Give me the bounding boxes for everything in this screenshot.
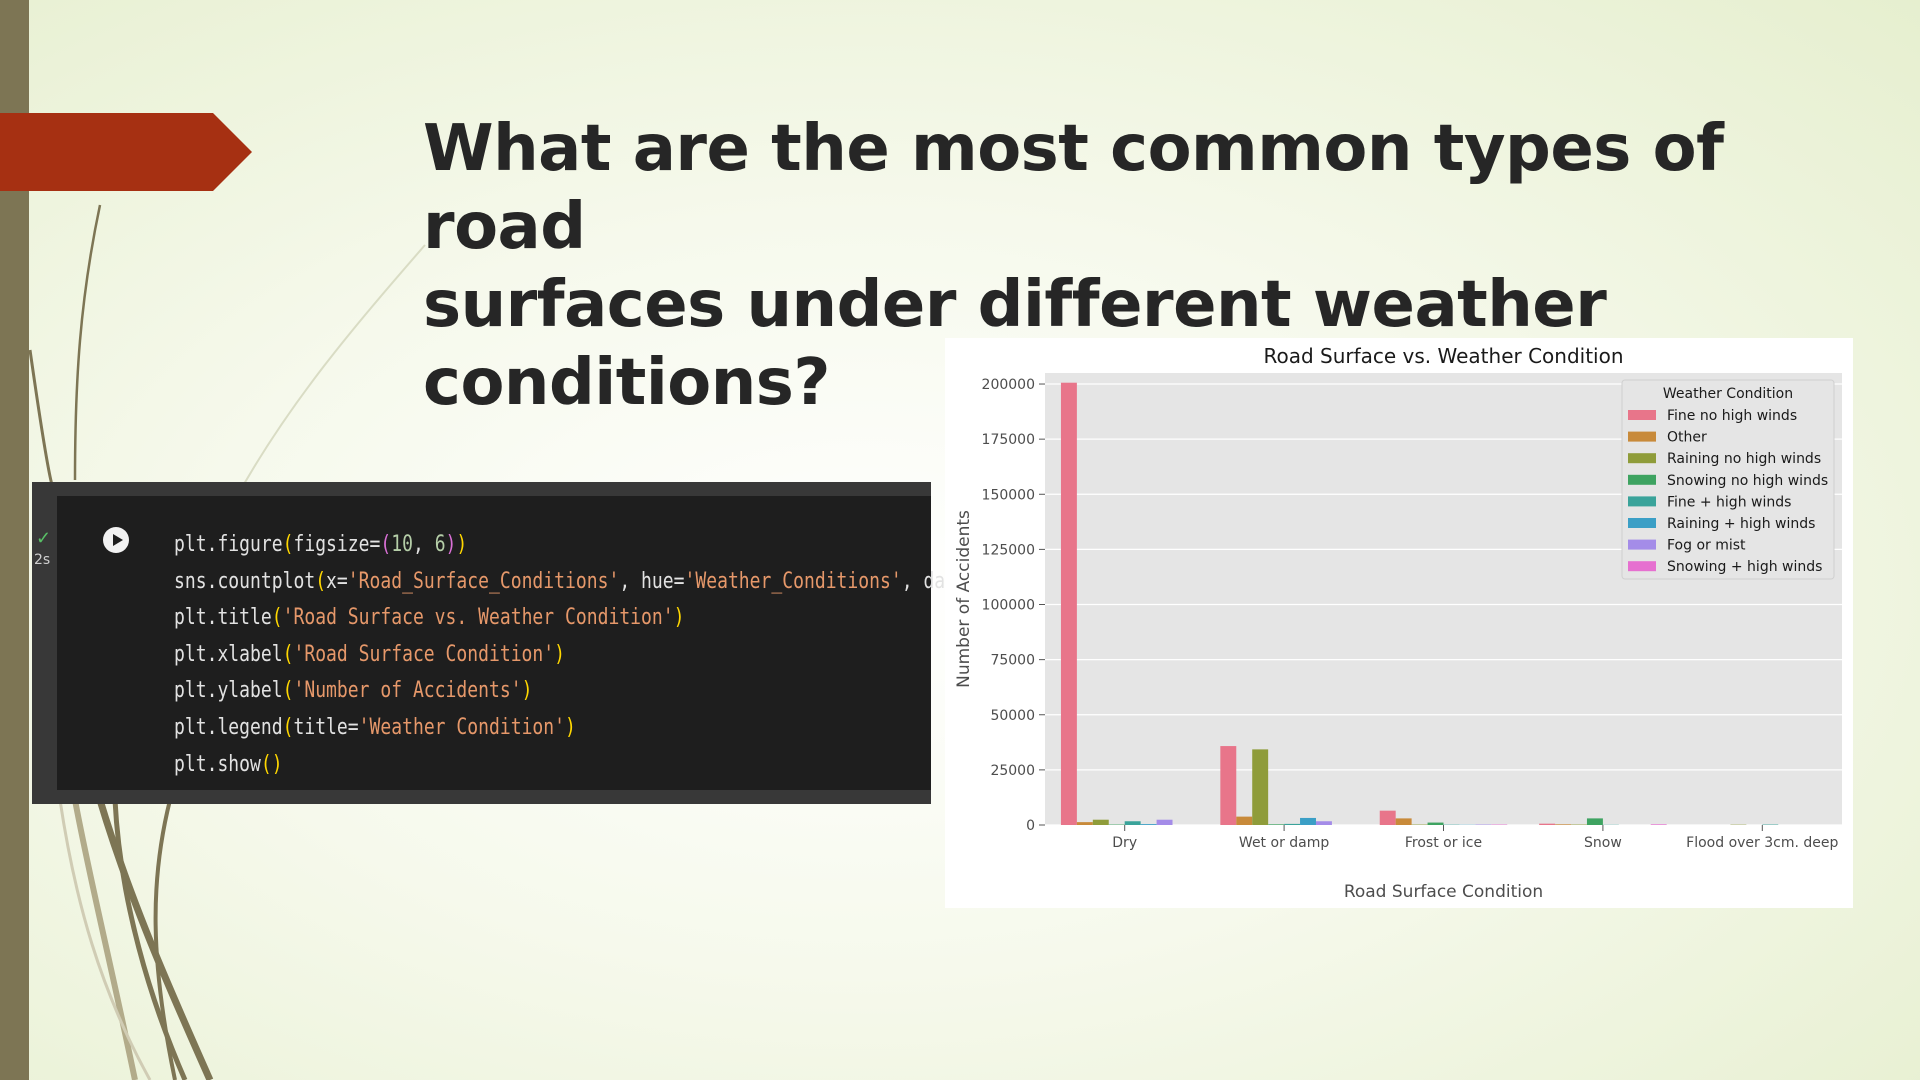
legend-swatch xyxy=(1628,496,1656,507)
legend-entry: Raining + high winds xyxy=(1667,516,1815,532)
legend-swatch xyxy=(1628,431,1656,442)
bar xyxy=(1060,382,1077,825)
bar xyxy=(1140,824,1157,825)
legend-entry: Other xyxy=(1667,430,1707,446)
slide-title: What are the most common types of road s… xyxy=(423,110,1863,422)
legend-title: Weather Condition xyxy=(1663,386,1793,402)
y-axis-label: Number of Accidents xyxy=(954,510,974,688)
legend-swatch xyxy=(1628,474,1656,485)
code-editor[interactable]: plt.figure(figsize=(10, 6)) sns.countplot… xyxy=(57,496,1010,790)
bar xyxy=(1076,822,1093,825)
y-tick-label: 100000 xyxy=(982,598,1035,614)
code-line: plt.show() xyxy=(174,751,283,777)
legend-swatch xyxy=(1628,410,1656,420)
code-line: plt.title('Road Surface vs. Weather Cond… xyxy=(174,605,685,631)
x-tick-label: Flood over 3cm. deep xyxy=(1686,835,1838,851)
bar xyxy=(1395,818,1412,825)
y-tick-label: 0 xyxy=(1026,818,1035,834)
y-tick-label: 50000 xyxy=(990,708,1035,724)
legend-entry: Snowing + high winds xyxy=(1667,559,1822,575)
countplot-chart: 0 25000 50000 75000 100000 125000 150000 175000… xyxy=(954,344,1842,902)
x-tick-label: Dry xyxy=(1112,835,1137,851)
y-tick-label: 75000 xyxy=(990,653,1035,669)
bar xyxy=(1092,819,1109,825)
legend-swatch xyxy=(1628,539,1656,550)
chart-title: Road Surface vs. Weather Condition xyxy=(1263,344,1623,368)
bar xyxy=(1236,816,1253,825)
x-tick-label: Snow xyxy=(1584,835,1622,851)
bar xyxy=(1379,810,1396,825)
bar xyxy=(1268,824,1285,825)
y-tick-label: 150000 xyxy=(982,487,1035,503)
x-axis-label: Road Surface Condition xyxy=(1344,882,1543,902)
bar xyxy=(1650,824,1667,825)
y-tick-label: 25000 xyxy=(990,763,1035,779)
chart-card: 0 25000 50000 75000 100000 125000 150000 175000… xyxy=(945,338,1853,908)
legend-entry: Fog or mist xyxy=(1667,538,1746,554)
execution-time: 2s xyxy=(34,552,51,568)
code-line: plt.legend(title='Weather Condition') xyxy=(174,714,576,740)
bar xyxy=(1586,818,1603,825)
legend-entry: Fine no high winds xyxy=(1667,408,1797,424)
bar xyxy=(1220,746,1237,825)
code-line: plt.figure(figsize=(10, 6)) xyxy=(174,532,468,557)
code-text[interactable]: plt.figure(figsize=(10, 6)) sns.countplot… xyxy=(174,527,1010,783)
legend-box xyxy=(1621,379,1835,580)
bar xyxy=(1427,822,1444,825)
code-line: plt.ylabel('Number of Accidents') xyxy=(174,678,533,704)
x-tick-label: Wet or damp xyxy=(1239,835,1329,851)
legend-entry: Snowing no high winds xyxy=(1667,473,1828,489)
y-tick-label: 200000 xyxy=(982,377,1035,393)
bar xyxy=(1539,823,1556,825)
x-tick-label: Frost or ice xyxy=(1405,835,1482,851)
slide-title-line-2: surfaces under different weather conditi… xyxy=(423,268,1607,420)
bar xyxy=(1252,749,1269,825)
bar xyxy=(1555,824,1572,825)
y-tick-label: 125000 xyxy=(982,542,1035,558)
bar xyxy=(1315,821,1332,825)
legend-swatch xyxy=(1628,518,1656,528)
legend-swatch xyxy=(1628,561,1656,572)
code-line: sns.countplot(x='Road_Surface_Conditions… xyxy=(174,568,1010,594)
legend-entry: Raining no high winds xyxy=(1667,451,1821,467)
title-accent-banner xyxy=(0,113,252,191)
bar xyxy=(1300,817,1316,825)
bar xyxy=(1284,823,1301,825)
code-line: plt.xlabel('Road Surface Condition') xyxy=(174,641,566,667)
slide-title-line-1: What are the most common types of road xyxy=(423,112,1724,264)
y-tick-label: 175000 xyxy=(982,432,1035,448)
code-cell-gutter: ✓ 2s xyxy=(32,496,57,790)
legend-entry: Fine + high winds xyxy=(1667,494,1791,510)
check-icon: ✓ xyxy=(36,528,52,548)
bar xyxy=(1124,821,1141,825)
play-icon[interactable] xyxy=(103,527,129,553)
legend-swatch xyxy=(1628,453,1656,464)
decorative-grass-lines xyxy=(28,204,426,1080)
code-cell[interactable]: ✓ 2s plt.figure(figsize=(10, 6)) sns.coun… xyxy=(32,482,1010,804)
bar xyxy=(1156,819,1173,825)
